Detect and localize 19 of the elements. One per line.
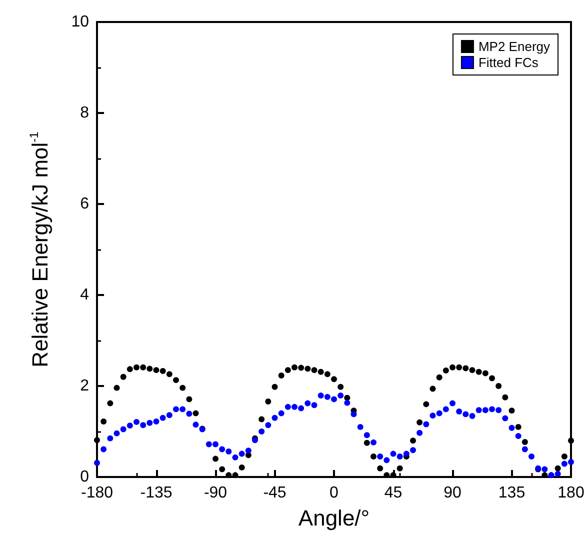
legend-label: Fitted FCs	[478, 55, 539, 70]
y-tick-label: 0	[80, 468, 90, 486]
y-tick-label: 8	[80, 104, 90, 122]
x-tick-label: 180	[558, 484, 584, 502]
y-tick-label: 2	[80, 378, 90, 394]
x-axis-title: Angle/°	[298, 506, 370, 530]
x-tick-label: 0	[330, 484, 339, 502]
y-tick-label: 6	[80, 196, 90, 212]
y-tick-label: 4	[80, 286, 90, 304]
x-tick-label: 90	[444, 484, 462, 502]
x-tick-label: -180	[80, 484, 114, 502]
x-tick-label: -135	[140, 484, 172, 502]
x-tick-label: -45	[263, 484, 286, 502]
y-tick-label: 10	[71, 14, 90, 30]
x-tick-label: 45	[384, 484, 402, 502]
x-tick-label: 135	[498, 484, 526, 502]
legend-label: MP2 Energy	[478, 39, 550, 54]
y-axis-title: Relative Energy/kJ mol-1	[27, 131, 52, 368]
x-tick-label: -90	[204, 484, 228, 502]
